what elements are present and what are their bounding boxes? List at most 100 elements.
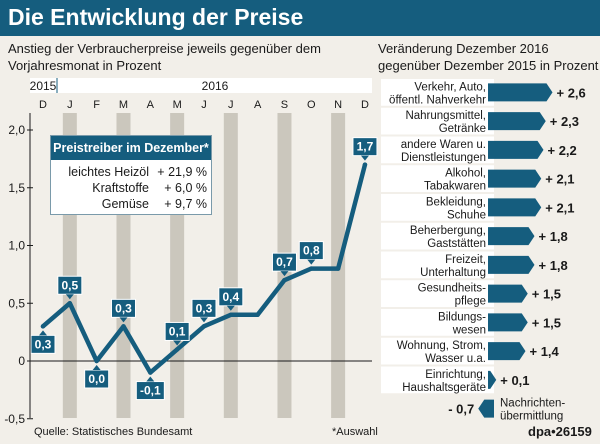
data-label-pointer [39, 330, 47, 336]
data-label-text: 1,7 [357, 140, 374, 154]
category-label-backing [381, 338, 488, 364]
data-label: 0,4 [218, 287, 244, 311]
y-tick-label: 1,5 [8, 181, 25, 195]
category-label: Getränke [439, 123, 486, 135]
price-driver-value: + 6,0 % [164, 181, 207, 195]
category-label: Freizeit, [445, 254, 486, 266]
y-tick-label: 2,0 [8, 123, 25, 137]
category-label: Beherbergung, [410, 225, 486, 237]
category-label: pflege [455, 296, 486, 308]
price-driver-title: Preistreiber im Dezember* [51, 136, 211, 160]
bar-value-label: + 2,1 [545, 200, 574, 215]
category-label: Nachrichten- [500, 398, 565, 410]
month-label: N [334, 99, 342, 111]
month-label: J [228, 99, 234, 111]
data-label: 0,3 [110, 298, 136, 323]
bar-value-label: + 0,1 [500, 373, 529, 388]
left-subtitle: Anstieg der Verbraucherpreise jeweils ge… [8, 40, 321, 74]
bar-value-label: + 1,4 [530, 344, 560, 359]
data-label-pointer [360, 155, 369, 161]
category-label: Nahrungsmittel, [405, 110, 486, 122]
month-label: D [361, 99, 369, 111]
data-label-text: 0,4 [222, 290, 239, 304]
month-label: S [281, 99, 288, 111]
category-label: Tabakwaren [424, 181, 486, 193]
category-label: öffentl. Nahverkehr [389, 94, 486, 106]
category-label-backing [381, 166, 488, 191]
data-point [121, 324, 126, 329]
price-driver-row: Kraftstoffe + 6,0 % [57, 181, 207, 197]
month-label: O [307, 99, 316, 111]
data-label: 0,3 [30, 330, 56, 354]
data-label-text: 0,1 [169, 324, 186, 338]
data-label-pointer [119, 317, 128, 323]
data-label-text: 0,3 [115, 301, 132, 315]
data-point [309, 266, 314, 271]
category-label: Wasser u.a. [425, 353, 486, 365]
category-label: Gesundheits- [418, 283, 487, 295]
category-label-backing [381, 108, 488, 134]
data-point [255, 312, 260, 317]
category-label: Gaststätten [427, 238, 486, 250]
bar-value-label: + 2,3 [550, 114, 579, 129]
category-label-backing [381, 252, 488, 278]
page-title: Die Entwicklung der Preise [8, 4, 304, 30]
price-driver-row: leichtes Heizöl + 21,9 % [57, 165, 207, 181]
left-subtitle-line1: Anstieg der Verbraucherpreise jeweils ge… [8, 41, 321, 56]
month-label: A [254, 99, 262, 111]
month-stripe [223, 113, 238, 418]
month-label: F [93, 99, 100, 111]
right-subtitle-line1: Veränderung Dezember 2016 [378, 41, 549, 56]
category-label-backing [381, 223, 488, 249]
header-bar: Die Entwicklung der Preise [0, 0, 600, 36]
category-label-backing [381, 367, 488, 393]
data-label: 0,5 [57, 275, 83, 300]
month-label: M [173, 99, 182, 111]
category-label: Dienstleistungen [401, 152, 486, 164]
month-label: J [67, 99, 73, 111]
source-note: Quelle: Statistisches Bundesamt [34, 426, 193, 438]
category-label: Alkohol, [445, 168, 486, 180]
category-label: wesen [452, 324, 486, 336]
data-point [148, 370, 153, 375]
data-label-pointer [173, 340, 182, 346]
category-label-backing [381, 137, 488, 163]
bar-value-label: + 2,6 [557, 85, 586, 100]
price-driver-name: leichtes Heizöl [68, 165, 149, 179]
price-driver-name: Kraftstoffe [92, 181, 149, 195]
bar-value-label: + 1,8 [539, 258, 568, 273]
year-band [30, 78, 372, 93]
bar-value-label: + 1,5 [532, 315, 561, 330]
data-label-text: -0,1 [140, 384, 161, 398]
right-subtitle: Veränderung Dezember 2016 gegenüber Deze… [378, 40, 598, 74]
data-label-pointer [146, 376, 155, 382]
category-label: andere Waren u. [401, 139, 486, 151]
data-label-text: 0,7 [276, 255, 293, 269]
month-label: A [147, 99, 155, 111]
data-label-pointer [280, 271, 289, 277]
data-label-text: 0,3 [196, 301, 213, 315]
category-label: Bekleidung, [426, 196, 486, 208]
data-label-text: 0,3 [35, 337, 52, 351]
year-label: 2015 [30, 79, 57, 93]
category-label-backing [381, 195, 488, 220]
price-driver-value: + 9,7 % [164, 197, 207, 211]
category-label: Einrichtung, [425, 369, 486, 381]
y-tick-label: 0 [18, 354, 25, 368]
bar-value-label: + 2,1 [545, 172, 574, 187]
category-label: Bildungs- [438, 311, 486, 323]
data-point [335, 266, 341, 271]
data-label-text: 0,8 [303, 244, 320, 258]
category-label: Verkehr, Auto, [414, 81, 486, 93]
data-label-pointer [92, 365, 101, 370]
left-subtitle-line2: Vorjahresmonat in Prozent [8, 58, 162, 73]
data-label: 0,0 [84, 365, 110, 389]
data-label: 1,7 [352, 137, 378, 161]
data-point [362, 162, 368, 167]
data-label: 0,7 [271, 252, 297, 277]
category-label: Wohnung, Strom, [397, 340, 486, 352]
category-label-backing [381, 310, 488, 335]
data-label-pointer [226, 305, 235, 311]
